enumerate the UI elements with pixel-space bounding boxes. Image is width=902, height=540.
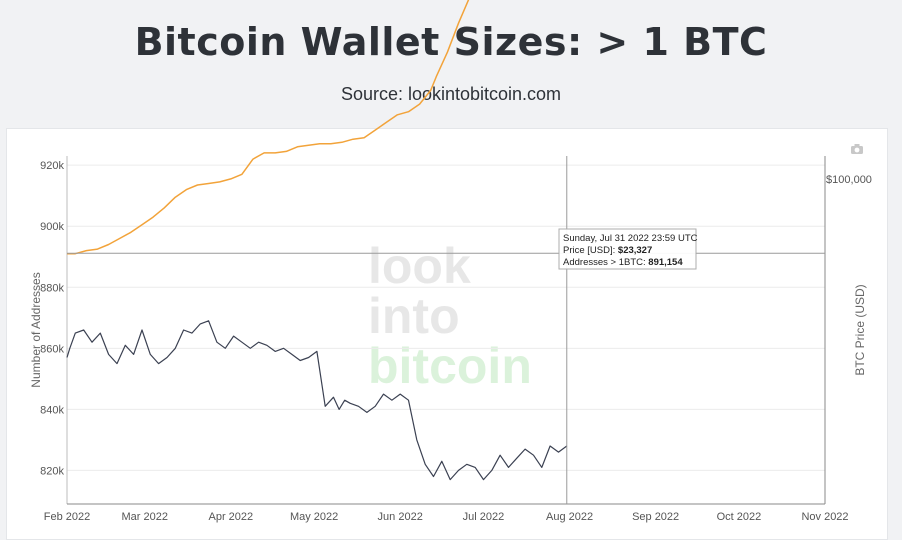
y-axis-title: Number of Addresses <box>29 272 43 387</box>
watermark-line-1: look <box>368 238 471 294</box>
tooltip-price-label: Price [USD]: <box>563 245 618 256</box>
x-tick-label: Nov 2022 <box>801 511 848 523</box>
x-tick-label: Feb 2022 <box>44 511 90 523</box>
tooltip-date: Sunday, Jul 31 2022 23:59 UTC <box>563 233 698 244</box>
watermark: look into bitcoin <box>368 238 532 394</box>
y-tick-label: 860k <box>40 343 64 355</box>
x-tick-label: Aug 2022 <box>546 511 593 523</box>
page-subtitle: Source: lookintobitcoin.com <box>340 84 562 104</box>
crosshair <box>67 156 825 504</box>
tooltip-addr-label: Addresses > 1BTC: <box>563 257 648 268</box>
grid <box>67 164 825 471</box>
camera-icon[interactable] <box>851 144 863 154</box>
tooltip-addr-row: Addresses > 1BTC: 891,154 <box>563 257 683 268</box>
axes: 820k 840k 860k 880k 900k 920k Feb 2022 Mar 2022… <box>40 156 849 523</box>
x-tick-label: Jul 2022 <box>463 511 505 523</box>
x-tick-label: Jun 2022 <box>378 511 423 523</box>
x-tick-label: May 2022 <box>290 511 338 523</box>
series-line-price <box>67 0 470 255</box>
y-tick-label: 840k <box>40 404 64 416</box>
x-tick-label: Oct 2022 <box>717 511 762 523</box>
watermark-line-3: bitcoin <box>368 338 532 394</box>
y-tick-label: 880k <box>40 282 64 294</box>
tooltip: Sunday, Jul 31 2022 23:59 UTC Price [USD… <box>558 228 698 270</box>
y-tick-label: 820k <box>40 465 64 477</box>
tooltip-addr-value: 891,154 <box>648 257 683 268</box>
x-tick-label: Sep 2022 <box>632 511 679 523</box>
x-tick-label: Mar 2022 <box>122 511 168 523</box>
y2-tick-label: $100,000 <box>826 174 872 186</box>
x-tick-label: Apr 2022 <box>208 511 253 523</box>
tooltip-price-value: $23,327 <box>618 245 652 256</box>
tooltip-price-row: Price [USD]: $23,327 <box>563 245 652 256</box>
watermark-line-2: into <box>368 288 460 344</box>
y-tick-label: 920k <box>40 160 64 172</box>
y2-axis-title: BTC Price (USD) <box>853 284 867 375</box>
series-line-addresses <box>66 320 568 481</box>
series-lines <box>66 0 568 481</box>
y-tick-label: 900k <box>40 221 64 233</box>
